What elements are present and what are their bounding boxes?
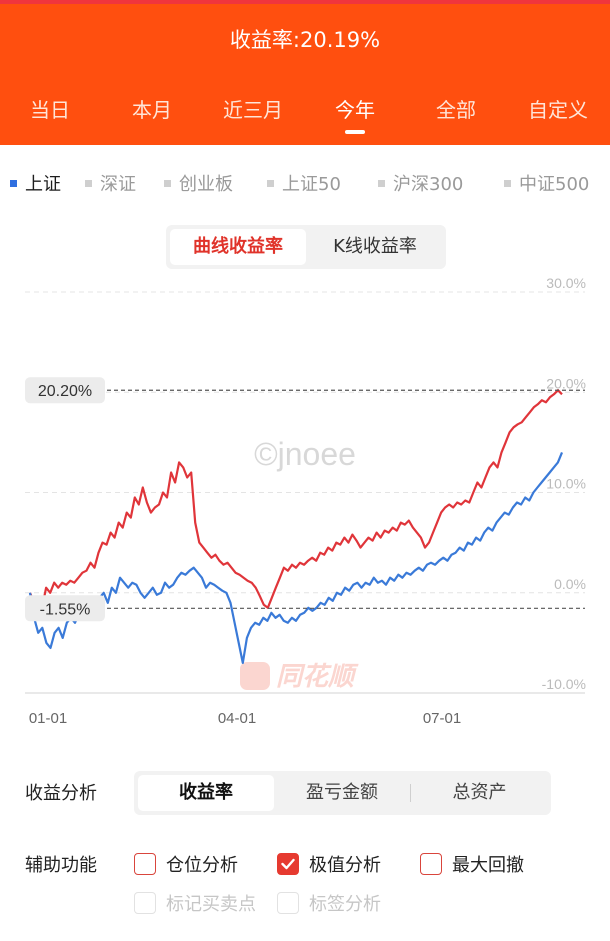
- y-tick-label: -10.0%: [542, 676, 586, 692]
- checkbox-label: 仓位分析: [166, 855, 238, 876]
- y-tick-label: 30.0%: [546, 275, 586, 291]
- series-dot-icon: [378, 179, 385, 187]
- x-tick-label: 07-01: [423, 710, 461, 727]
- tab-period-day[interactable]: 当日: [30, 98, 70, 122]
- max-drawdown-checkbox[interactable]: 最大回撤: [420, 851, 524, 877]
- y-tick-label: 10.0%: [546, 476, 586, 492]
- checkbox-icon: [134, 853, 156, 875]
- tab-period-all[interactable]: 全部: [436, 98, 476, 122]
- tab-return-rate[interactable]: 收益率: [138, 775, 274, 811]
- active-tab-indicator: [345, 130, 365, 134]
- x-tick-label: 04-01: [218, 710, 256, 727]
- portfolio-return-line: [28, 389, 563, 609]
- tab-profit-amount[interactable]: 盈亏金额: [306, 782, 378, 803]
- index-tab-gem[interactable]: 创业板: [164, 170, 233, 196]
- checkbox-label: 标签分析: [309, 894, 381, 915]
- checkbox-icon: [277, 892, 299, 914]
- index-tab-label: 上证: [25, 174, 61, 195]
- y-tick-label: 0.0%: [554, 576, 586, 592]
- header-top-line: [0, 0, 610, 4]
- series-dot-icon: [10, 179, 17, 187]
- index-tab-sh50[interactable]: 上证50: [267, 170, 341, 196]
- series-dot-icon: [85, 179, 92, 187]
- index-tab-hs300[interactable]: 沪深300: [378, 170, 463, 196]
- series-dot-icon: [267, 179, 274, 187]
- tab-total-assets[interactable]: 总资产: [452, 782, 507, 803]
- tab-period-month[interactable]: 本月: [132, 98, 172, 122]
- extreme-analysis-checkbox[interactable]: 极值分析: [277, 851, 381, 877]
- header-bar: 收益率:20.19% 当日 本月 近三月 今年 全部 自定义: [0, 0, 610, 145]
- tab-curve-return[interactable]: 曲线收益率: [170, 229, 306, 265]
- return-line-chart[interactable]: ©jnoee 同花顺 20.20% -1.55% 30.0% 20.0% 10.0% 0.…: [0, 265, 610, 735]
- checkbox-label: 最大回撤: [452, 855, 524, 876]
- index-tab-label: 上证50: [282, 174, 341, 195]
- tab-period-3months[interactable]: 近三月: [223, 98, 283, 122]
- page-title: 收益率:20.19%: [229, 28, 381, 52]
- logo-watermark-icon: [240, 662, 270, 690]
- analysis-switch: 收益率 盈亏金额 总资产: [134, 771, 551, 815]
- checkbox-icon: [134, 892, 156, 914]
- tab-period-custom[interactable]: 自定义: [528, 98, 588, 122]
- checkbox-icon: [420, 853, 442, 875]
- index-tab-label: 中证500: [519, 174, 590, 195]
- index-tab-label: 沪深300: [393, 174, 464, 195]
- x-tick-label: 01-01: [29, 710, 67, 727]
- analysis-label: 收益分析: [25, 783, 97, 804]
- tag-analysis-checkbox[interactable]: 标签分析: [277, 890, 381, 916]
- checkbox-label: 极值分析: [309, 855, 381, 876]
- y-tick-label: 20.0%: [546, 375, 586, 391]
- max-marker-badge: [25, 377, 105, 404]
- index-tab-sh[interactable]: 上证: [10, 170, 61, 196]
- min-marker-label: -1.55%: [40, 601, 91, 618]
- series-dot-icon: [504, 179, 511, 187]
- chart-mode-switch: 曲线收益率 K线收益率: [166, 225, 446, 269]
- copyright-watermark: ©jnoee: [254, 436, 356, 472]
- series-dot-icon: [164, 179, 171, 187]
- index-tab-label: 深证: [100, 174, 136, 195]
- index-tab-label: 创业板: [179, 174, 233, 195]
- benchmark-index-line: [28, 451, 564, 664]
- checkmark-icon: [277, 853, 299, 875]
- tab-kline-return[interactable]: K线收益率: [333, 236, 417, 257]
- max-marker-label: 20.20%: [38, 383, 92, 400]
- min-marker-badge: [25, 595, 105, 622]
- checkbox-label: 标记买卖点: [166, 894, 256, 915]
- index-tab-zz500[interactable]: 中证500: [504, 170, 589, 196]
- tab-divider: [410, 784, 411, 802]
- index-tab-sz[interactable]: 深证: [85, 170, 136, 196]
- tab-period-ytd[interactable]: 今年: [335, 98, 375, 122]
- position-analysis-checkbox[interactable]: 仓位分析: [134, 851, 238, 877]
- logo-watermark-text: 同花顺: [276, 662, 359, 692]
- buy-sell-marker-checkbox[interactable]: 标记买卖点: [134, 890, 256, 916]
- aux-label: 辅助功能: [25, 855, 97, 876]
